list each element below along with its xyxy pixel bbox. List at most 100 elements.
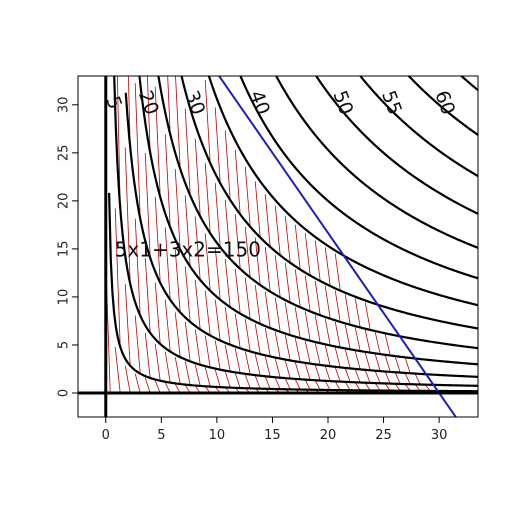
hatch-line <box>214 247 221 300</box>
hatch-line <box>234 373 241 389</box>
y-tick-label: 30 <box>57 97 72 114</box>
hatch-line <box>204 367 211 387</box>
hatch-line <box>164 351 171 383</box>
hatch-line <box>304 311 311 341</box>
hatch-line <box>224 344 231 372</box>
hatch-line <box>374 370 381 384</box>
hatch-line <box>167 76 171 135</box>
hatch-line <box>364 370 371 384</box>
ticks-group: 0 5 10 15 20 25 30 0 5 10 15 20 25 30 <box>57 97 448 443</box>
hatch-line <box>244 374 251 389</box>
hatch-line <box>294 224 301 270</box>
hatch-line <box>254 375 261 389</box>
contour-label: 55 <box>377 88 406 118</box>
hatch-line <box>394 356 401 373</box>
hatch-line <box>364 382 371 391</box>
x-tick-label: 25 <box>375 428 392 443</box>
hatch-line <box>344 294 351 325</box>
hatch-line <box>404 373 411 385</box>
hatch-line <box>304 340 311 364</box>
hatch-line <box>234 348 241 374</box>
hatch-line <box>314 343 321 366</box>
hatch-line <box>394 383 401 391</box>
y-tick-label: 0 <box>57 389 72 397</box>
hatch-line <box>214 107 221 184</box>
hatch-line <box>344 349 351 369</box>
hatch-line <box>114 346 121 394</box>
hatch-line <box>164 382 171 394</box>
hatch-line <box>304 363 311 381</box>
hatch-line <box>334 321 341 348</box>
hatch-line <box>244 319 251 352</box>
hatch-line <box>324 285 331 319</box>
hatch-line <box>264 376 271 390</box>
hatch-line <box>314 240 321 282</box>
hatch-line <box>154 380 161 394</box>
hatch-line <box>154 86 161 197</box>
hatch-line <box>224 371 231 388</box>
hatch-line <box>254 323 261 355</box>
hatch-line <box>175 76 181 169</box>
hatch-line <box>204 80 211 164</box>
contour-line-5 <box>108 192 478 393</box>
contour-line-30 <box>180 76 478 330</box>
hatch-line <box>344 324 351 350</box>
hatch-line <box>354 382 361 391</box>
x-tick-label: 10 <box>209 428 226 443</box>
hatch-line <box>344 368 351 383</box>
constraint-line <box>217 76 457 417</box>
hatch-line <box>364 329 371 353</box>
x-tick-label: 15 <box>264 428 281 443</box>
y-tick-label: 25 <box>57 145 72 162</box>
contour-line-50 <box>314 76 478 215</box>
hatch-line <box>224 199 231 260</box>
hatch-line <box>284 302 291 336</box>
hatch-line <box>304 233 311 276</box>
hatch-line <box>384 371 391 384</box>
hatch-line <box>204 233 211 291</box>
hatch-line <box>364 352 371 371</box>
hatch-line <box>144 152 151 258</box>
hatch-line <box>264 291 271 329</box>
hatch-line <box>264 356 271 377</box>
hatch-line <box>234 149 241 215</box>
hatch-line <box>254 284 261 324</box>
hatch-line <box>374 332 381 355</box>
hatch-line <box>144 257 151 333</box>
hatch-line <box>284 335 291 361</box>
hatch-line <box>284 360 291 379</box>
y-tick-label: 10 <box>57 289 72 306</box>
y-tick-label: 15 <box>57 241 72 258</box>
contour-label: 50 <box>328 88 357 118</box>
hatch-line <box>194 329 201 365</box>
hatch-line <box>304 379 311 390</box>
hatch-line <box>134 83 141 219</box>
contour-line-25 <box>157 76 478 350</box>
hatch-line <box>164 134 171 228</box>
hatch-line <box>364 302 371 330</box>
y-tick-label: 20 <box>57 193 72 210</box>
hatch-line <box>324 318 331 346</box>
hatch-line <box>314 280 321 316</box>
hatch-line <box>174 249 181 313</box>
hatch-line <box>116 76 121 209</box>
hatch-line <box>134 315 141 374</box>
hatch-line <box>204 290 211 336</box>
hatch-line <box>174 357 181 385</box>
hatch-line <box>314 380 321 391</box>
hatch-line <box>324 345 331 367</box>
hatch-line <box>154 196 161 283</box>
x-tick-label: 0 <box>102 428 110 443</box>
contour-line-15 <box>124 92 478 378</box>
hatch-line <box>294 307 301 339</box>
constraint-label: 5x1+3x2=150 <box>115 238 261 262</box>
x-tick-label: 20 <box>320 428 337 443</box>
hatch-line <box>304 275 311 312</box>
hatch-line <box>284 378 291 390</box>
hatch-line <box>404 357 411 374</box>
hatch-line <box>284 262 291 303</box>
hatch-line <box>114 208 121 347</box>
hatch-line <box>284 215 291 263</box>
hatch-line <box>184 195 191 267</box>
hatch-line <box>354 350 361 370</box>
